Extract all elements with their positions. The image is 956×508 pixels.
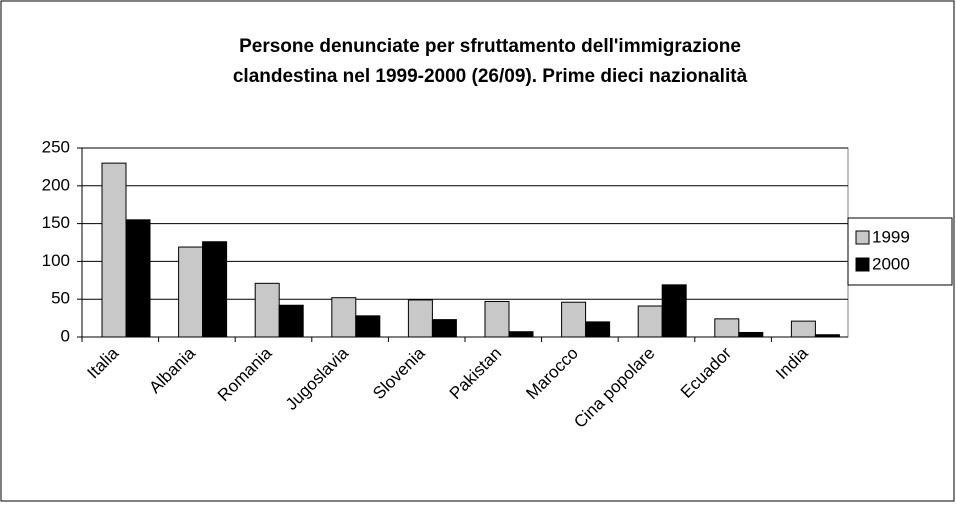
bar	[738, 331, 764, 338]
bar	[561, 301, 587, 338]
bar	[278, 304, 304, 338]
bar	[484, 300, 510, 338]
y-tick-label: 200	[42, 175, 70, 194]
legend-swatch	[855, 257, 870, 272]
bar	[178, 246, 204, 338]
legend-swatch	[855, 230, 870, 245]
bar	[254, 282, 280, 338]
bar	[790, 320, 816, 338]
bar	[661, 284, 687, 338]
chart-title-line: Persone denunciate per sfruttamento dell…	[239, 36, 741, 57]
y-tick-label: 250	[42, 137, 70, 156]
legend-box	[847, 217, 953, 286]
bar	[101, 162, 127, 338]
bar	[637, 305, 663, 338]
bar	[407, 299, 433, 338]
y-tick-label: 0	[61, 326, 70, 345]
bar	[714, 318, 740, 338]
bar	[355, 315, 381, 338]
bar	[125, 219, 151, 338]
bar	[431, 319, 457, 338]
legend-label: 1999	[872, 227, 910, 246]
bar	[508, 331, 534, 338]
bar	[585, 321, 611, 338]
y-tick-label: 100	[42, 251, 70, 270]
chart-title-line: clandestina nel 1999-2000 (26/09). Prime…	[233, 66, 748, 87]
legend-label: 2000	[872, 254, 910, 273]
bar	[202, 241, 228, 338]
y-tick-label: 150	[42, 213, 70, 232]
y-tick-label: 50	[51, 289, 70, 308]
bar	[331, 297, 357, 338]
